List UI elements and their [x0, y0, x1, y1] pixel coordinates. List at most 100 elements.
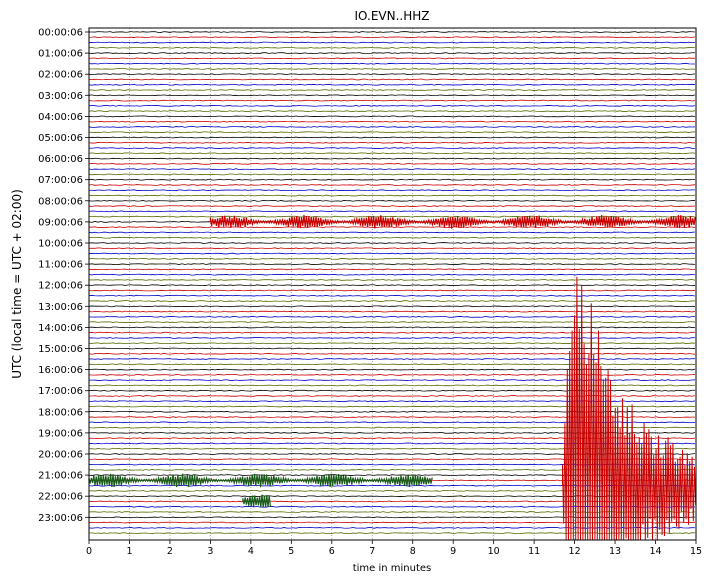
event-trace [209, 214, 696, 229]
trace-line [88, 326, 696, 329]
trace-line [88, 226, 696, 229]
trace-line [88, 505, 696, 508]
trace-line [88, 495, 696, 498]
trace-line [88, 400, 696, 403]
y-tick-label: 22:00:06 [38, 492, 83, 503]
trace-line [88, 52, 696, 54]
y-tick-label: 23:00:06 [38, 513, 83, 524]
trace-line [88, 78, 696, 81]
trace-line [88, 289, 696, 292]
trace-line [88, 279, 696, 281]
x-tick-label: 0 [86, 546, 92, 557]
x-tick-label: 11 [528, 546, 540, 557]
y-tick-label: 06:00:06 [38, 154, 83, 165]
trace-line [88, 163, 696, 165]
trace-line [88, 205, 696, 207]
x-tick-label: 3 [207, 546, 213, 557]
y-axis-ticks: 00:00:06 01:00:06 02:00:06 03:00:06 04:00:06… [38, 28, 89, 524]
x-axis-ticks: 0 1 2 3 4 5 6 7 8 9 10 11 12 13 14 15 [86, 540, 702, 557]
x-axis-label: time in minutes [353, 563, 432, 574]
trace-line [88, 268, 696, 271]
trace-line [88, 284, 696, 287]
plot-frame [88, 27, 697, 541]
trace-line [88, 189, 696, 192]
event-trace [562, 276, 697, 541]
trace-line [88, 305, 696, 308]
chart-title: IO.EVN..HHZ [355, 9, 430, 23]
trace-line [88, 141, 696, 144]
trace-line [88, 178, 696, 181]
trace-line [88, 31, 696, 33]
trace-line [88, 120, 696, 123]
trace-line [88, 110, 696, 112]
trace-line [88, 526, 696, 529]
trace-line [88, 331, 696, 334]
trace-line [88, 347, 696, 350]
trace-line [88, 36, 696, 39]
trace-line [88, 247, 696, 250]
trace-line [88, 231, 696, 234]
y-tick-label: 14:00:06 [38, 323, 83, 334]
trace-line [88, 405, 696, 408]
trace-line [88, 416, 696, 418]
x-tick-label: 4 [248, 546, 254, 557]
y-tick-label: 02:00:06 [38, 70, 83, 81]
trace-line [88, 500, 696, 503]
trace-line [88, 395, 696, 397]
trace-line [88, 368, 696, 371]
trace-line [88, 389, 696, 392]
y-tick-label: 07:00:06 [38, 175, 83, 186]
x-tick-label: 6 [329, 546, 335, 557]
trace-line [88, 252, 696, 255]
y-tick-label: 10:00:06 [38, 239, 83, 250]
trace-line [88, 358, 696, 360]
trace-line [88, 215, 696, 218]
y-tick-label: 21:00:06 [38, 471, 83, 482]
trace-line [88, 342, 696, 345]
trace-line [88, 46, 696, 49]
trace-line [88, 352, 696, 355]
trace-line [88, 168, 696, 171]
trace-line [88, 410, 696, 413]
y-tick-label: 18:00:06 [38, 407, 83, 418]
trace-line [88, 242, 696, 244]
y-tick-label: 17:00:06 [38, 386, 83, 397]
trace-line [88, 99, 696, 102]
x-tick-label: 1 [126, 546, 132, 557]
y-tick-label: 04:00:06 [38, 112, 83, 123]
y-tick-label: 05:00:06 [38, 133, 83, 144]
x-tick-label: 5 [288, 546, 294, 557]
y-tick-label: 16:00:06 [38, 365, 83, 376]
y-tick-label: 11:00:06 [38, 260, 83, 271]
trace-line [88, 41, 696, 44]
y-tick-label: 08:00:06 [38, 196, 83, 207]
trace-line [88, 363, 696, 366]
trace-line [89, 379, 696, 381]
trace-line [88, 310, 696, 313]
x-tick-label: 2 [167, 546, 173, 557]
trace-line [88, 94, 696, 97]
trace-line [88, 300, 696, 302]
trace-line [88, 194, 696, 197]
event-trace [88, 473, 433, 488]
trace-line [88, 57, 696, 60]
trace-line [88, 68, 696, 70]
x-tick-label: 12 [569, 546, 581, 557]
x-tick-label: 15 [690, 546, 702, 557]
trace-line [88, 273, 696, 276]
y-tick-label: 12:00:06 [38, 281, 83, 292]
trace-line [88, 152, 696, 155]
trace-line [88, 131, 696, 134]
x-tick-label: 8 [410, 546, 416, 557]
trace-line [88, 147, 696, 149]
trace-line [88, 521, 696, 524]
trace-line [88, 516, 696, 519]
x-tick-label: 10 [488, 546, 500, 557]
y-tick-label: 01:00:06 [38, 49, 83, 60]
y-tick-label: 00:00:06 [38, 28, 83, 39]
y-tick-label: 13:00:06 [38, 302, 83, 313]
trace-line [88, 184, 696, 186]
trace-lines [88, 31, 696, 534]
y-tick-label: 03:00:06 [38, 91, 83, 102]
trace-line [88, 115, 696, 118]
